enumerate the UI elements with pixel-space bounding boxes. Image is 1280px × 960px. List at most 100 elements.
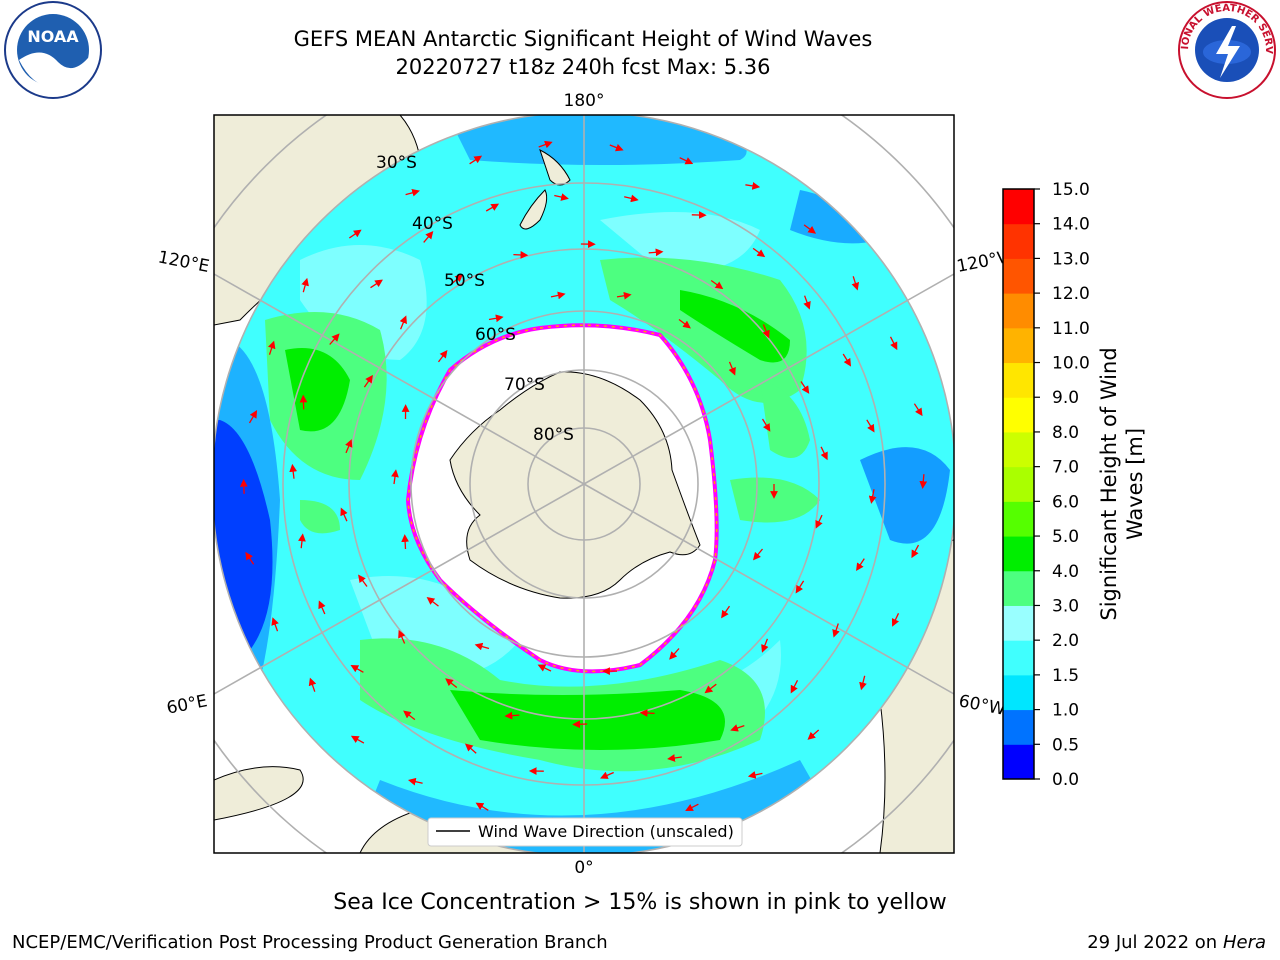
map-plot-area: Wind Wave Direction (unscaled): [214, 115, 954, 853]
wave-direction-arrow: [710, 279, 724, 290]
wave-direction-arrow: [678, 318, 691, 329]
lon-label-180: 180°: [564, 91, 605, 111]
chart-title-line1: GEFS MEAN Antarctic Significant Height o…: [293, 27, 873, 51]
colorbar-segment: [1003, 640, 1034, 676]
colorbar-tick-label: 2.0: [1052, 631, 1079, 651]
wave-direction-arrow: [474, 642, 490, 651]
colorbar-segment: [1003, 709, 1034, 745]
wave-direction-arrow: [891, 613, 900, 627]
wave-direction-arrow: [248, 410, 258, 424]
colorbar-tick-label: 1.0: [1052, 701, 1079, 721]
colorbar-tick-label: 1.5: [1052, 666, 1079, 686]
wave-direction-arrow: [913, 403, 923, 417]
wave-direction-arrow: [391, 469, 399, 485]
wave-direction-arrow: [728, 361, 736, 376]
colorbar-label-line1: Significant Height of Wind: [1097, 347, 1121, 620]
wave-direction-arrow: [911, 544, 920, 559]
wave-direction-arrow: [485, 203, 500, 212]
wave-direction-arrow: [550, 291, 566, 300]
wave-direction-arrow: [554, 193, 569, 201]
wave-direction-arrow: [762, 324, 770, 339]
colorbar-label-line2: Waves [m]: [1123, 428, 1147, 540]
colorbar-segment: [1003, 327, 1034, 364]
wave-direction-arrow: [363, 374, 373, 388]
noaa-logo: NOAA: [4, 1, 102, 99]
wave-direction-arrow: [761, 638, 769, 653]
colorbar-segment: [1003, 570, 1034, 606]
wave-direction-arrow: [445, 678, 458, 689]
wave-direction-arrow: [350, 735, 365, 744]
colorbar-segment: [1003, 397, 1034, 433]
colorbar-tick-label: 5.0: [1052, 527, 1079, 547]
wave-direction-arrow: [488, 314, 504, 323]
wave-direction-arrow: [919, 474, 928, 489]
graticule: [214, 115, 954, 853]
wave-direction-arrow: [795, 580, 805, 594]
wave-direction-arrow: [868, 489, 877, 504]
colorbar-segment: [1003, 362, 1034, 398]
lon-label-0: 0°: [574, 858, 593, 878]
wave-direction-arrow: [358, 574, 368, 587]
wave-direction-arrow: [464, 743, 477, 754]
colorbar-tick-label: 3.0: [1052, 596, 1079, 616]
colorbar-tick-label: 4.0: [1052, 562, 1079, 582]
wave-direction-arrow: [851, 276, 860, 291]
colorbar-tick-label: 9.0: [1052, 388, 1079, 408]
wave-direction-arrow: [475, 802, 489, 811]
wave-direction-arrow: [624, 194, 639, 203]
wave-direction-arrow: [745, 182, 761, 190]
svg-text:NOAA: NOAA: [27, 27, 79, 46]
colorbar-tick-label: 6.0: [1052, 492, 1079, 512]
colorbar-tick-label: 0.5: [1052, 735, 1079, 755]
wave-direction-arrow: [889, 336, 898, 351]
colorbar: 0.0 0.5 1.0 1.5 2.0 3.0 4.0 5.0 6.0 7.0 8.0 9.0 10.0…: [1003, 180, 1090, 790]
wave-direction-arrow: [753, 548, 763, 561]
wave-direction-arrow: [318, 600, 326, 615]
colorbar-frame: [1002, 188, 1035, 780]
wave-direction-arrow: [345, 439, 353, 454]
wave-direction-arrow: [761, 418, 771, 432]
wave-direction-arrow: [405, 188, 420, 197]
colorbar-tick-label: 13.0: [1052, 249, 1090, 269]
colorbar-segment: [1003, 674, 1034, 711]
colorbar-tick-label: 0.0: [1052, 770, 1079, 790]
colorbar-segment: [1003, 223, 1034, 259]
wind-wave-arrows: [239, 140, 928, 828]
wave-direction-arrow: [401, 534, 410, 550]
wave-direction-arrow: [350, 664, 364, 673]
wave-direction-arrow: [685, 803, 699, 811]
wave-direction-arrow: [398, 629, 406, 644]
colorbar-segment: [1003, 536, 1034, 572]
lat-label-30s: 30°S: [376, 153, 417, 173]
wave-direction-arrow: [679, 157, 694, 165]
legend-label: Wind Wave Direction (unscaled): [478, 822, 734, 841]
wave-direction-arrow: [370, 279, 383, 289]
wave-direction-arrow: [600, 771, 614, 779]
colorbar-label: Significant Height of Wind Waves [m]: [1097, 347, 1147, 620]
wave-direction-arrow: [289, 463, 298, 479]
nws-logo: NATIONAL WEATHER SERVICE: [1176, 0, 1276, 99]
wave-direction-arrow: [329, 333, 340, 345]
lon-label-120e: 120°E: [156, 247, 211, 276]
footer-host: Hera: [1222, 932, 1266, 953]
figure-caption: Sea Ice Concentration > 15% is shown in …: [333, 890, 947, 915]
wave-direction-arrow: [730, 724, 745, 732]
footer-date: 29 Jul 2022 on Hera: [1087, 932, 1266, 953]
colorbar-tick-label: 15.0: [1052, 180, 1090, 200]
wave-direction-arrow: [271, 617, 279, 632]
colorbar-tick-label: 10.0: [1052, 354, 1090, 374]
colorbar-segment: [1003, 744, 1034, 780]
wave-direction-arrow: [807, 729, 820, 740]
wave-direction-arrow: [856, 558, 865, 572]
wave-direction-arrow: [245, 551, 255, 565]
wave-direction-arrow: [803, 295, 811, 310]
wave-direction-arrow: [340, 507, 348, 522]
wave-direction-arrow: [616, 291, 632, 300]
colorbar-tick-label: 12.0: [1052, 284, 1090, 304]
wave-direction-arrow: [298, 533, 306, 549]
footer-credit: NCEP/EMC/Verification Post Processing Pr…: [12, 932, 608, 953]
colorbar-segment: [1003, 258, 1034, 294]
wave-direction-arrow: [308, 677, 317, 692]
colorbar-segment: [1003, 189, 1034, 225]
